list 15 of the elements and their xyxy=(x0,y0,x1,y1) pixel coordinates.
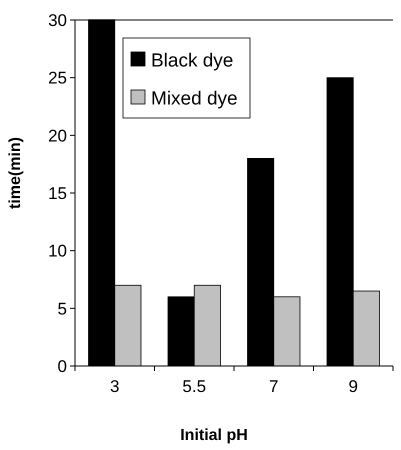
legend-label: Mixed dye xyxy=(151,88,238,110)
x-tick-label: 5.5 xyxy=(182,377,206,396)
y-tick-label: 0 xyxy=(58,356,67,376)
y-tick-label: 15 xyxy=(48,184,67,203)
x-axis-title: Initial pH xyxy=(180,427,248,444)
legend-label: Black dye xyxy=(151,50,234,72)
y-tick-label: 25 xyxy=(48,68,67,88)
y-axis-title: time(min) xyxy=(7,137,24,209)
y-tick-label: 10 xyxy=(48,242,67,261)
y-tick-label: 5 xyxy=(58,299,67,318)
x-tick-label: 7 xyxy=(269,377,278,396)
y-tick-label: 30 xyxy=(48,10,67,30)
x-tick-label: 3 xyxy=(110,377,120,396)
y-tick-label: 20 xyxy=(48,126,67,146)
x-tick-label: 9 xyxy=(348,377,358,396)
